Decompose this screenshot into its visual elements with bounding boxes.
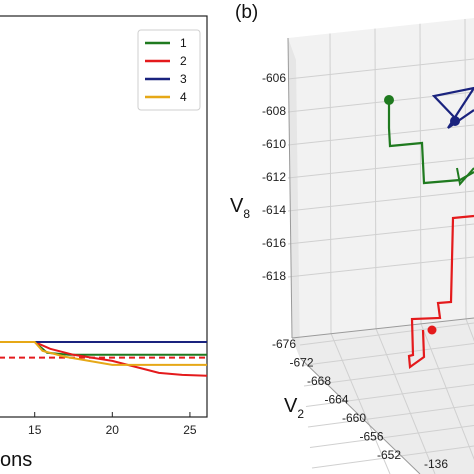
floor-edge-left (299, 357, 421, 474)
floor-grid-a-2 (303, 363, 474, 387)
floor-grid-b-2 (420, 323, 474, 461)
floor-grid-b-0 (330, 333, 391, 474)
back-wall-grid-h-3 (287, 157, 474, 179)
z-axis-label-sub: 8 (243, 207, 250, 221)
series-2-line (0, 341, 208, 377)
right-3d-plot: (b) -606 -608 -610 -612 -614 -616 -618 -676 -67… (230, 2, 474, 474)
x-tick-label-25: 25 (183, 423, 197, 437)
legend-label-1: 1 (180, 36, 187, 50)
floor-grid-b-1 (375, 328, 436, 474)
z-axis-label-main: V (230, 195, 244, 217)
back-wall-grid-h-5 (287, 223, 474, 245)
back-wall-grid-h-0 (287, 58, 474, 80)
x-tick-label-15: 15 (28, 423, 42, 437)
y-tick-label-5: -656 (359, 430, 383, 444)
y-tick-label-6: -652 (377, 448, 401, 462)
back-wall-grid-v-1 (374, 28, 377, 329)
back-wall-grid-h-6 (287, 256, 474, 278)
legend: 1 2 3 4 (137, 29, 201, 111)
series-4-line (0, 341, 207, 366)
x-tick-partial: -136 (424, 457, 448, 471)
back-wall-grid-v-2 (419, 23, 422, 324)
y-axis-label-main: V (284, 395, 298, 417)
trajectory-1 (384, 95, 474, 187)
legend-box (137, 29, 201, 111)
z-tick-label-3: -612 (262, 170, 286, 184)
trajectory-2-start (427, 325, 437, 335)
side-wall (288, 38, 300, 358)
back-wall-grid-v-0 (329, 33, 332, 334)
legend-label-3: 3 (180, 72, 187, 86)
z-tick-label-1: -608 (262, 104, 286, 118)
trajectory-1-tail (456, 167, 474, 187)
z-tick-label-6: -618 (262, 269, 286, 283)
back-wall-grid-v-3 (464, 18, 467, 319)
y-tick-label-0: -676 (272, 337, 296, 351)
back-wall-grid-h-4 (287, 190, 474, 212)
trajectory-3-start (450, 116, 460, 126)
back-wall (288, 18, 474, 338)
floor-grid-a-4 (307, 404, 474, 428)
y-axis-label: V2 (284, 395, 304, 421)
back-wall-edge-bottom (291, 317, 474, 339)
legend-label-2: 2 (180, 54, 187, 68)
back-wall-grid-h-1 (287, 91, 474, 113)
x-tick-label-20: 20 (106, 423, 120, 437)
trajectory-2 (407, 214, 474, 370)
y-axis-label-sub: 2 (297, 407, 304, 421)
y-tick-label-4: -660 (342, 411, 366, 425)
z-tick-label-0: -606 (262, 71, 286, 85)
z-tick-label-2: -610 (262, 137, 286, 151)
z-axis-label: V8 (230, 195, 250, 221)
back-wall-edge-left (287, 37, 293, 339)
x-axis-label: ons (0, 449, 32, 471)
trajectory-1-start (384, 95, 394, 105)
legend-label-4: 4 (180, 90, 187, 104)
left-plot: 15 20 25 ons 1 2 3 4 (0, 15, 208, 471)
y-tick-label-3: -664 (324, 393, 348, 407)
z-tick-label-5: -616 (262, 236, 286, 250)
y-tick-label-1: -672 (289, 356, 313, 370)
left-plot-frame (0, 15, 208, 418)
floor-grid-a-1 (301, 343, 474, 366)
trajectory-3 (431, 86, 474, 129)
z-tick-label-4: -614 (262, 203, 286, 217)
floor-grid-a-0 (299, 322, 474, 346)
floor-grid-a-5 (309, 425, 474, 448)
trajectory-2-line (407, 214, 474, 370)
series-1-line (0, 341, 207, 356)
back-wall-grid-h-2 (287, 124, 474, 146)
floor-grid-a-6 (311, 445, 474, 469)
y-tick-label-2: -668 (307, 374, 331, 388)
panel-label-b: (b) (235, 2, 258, 23)
